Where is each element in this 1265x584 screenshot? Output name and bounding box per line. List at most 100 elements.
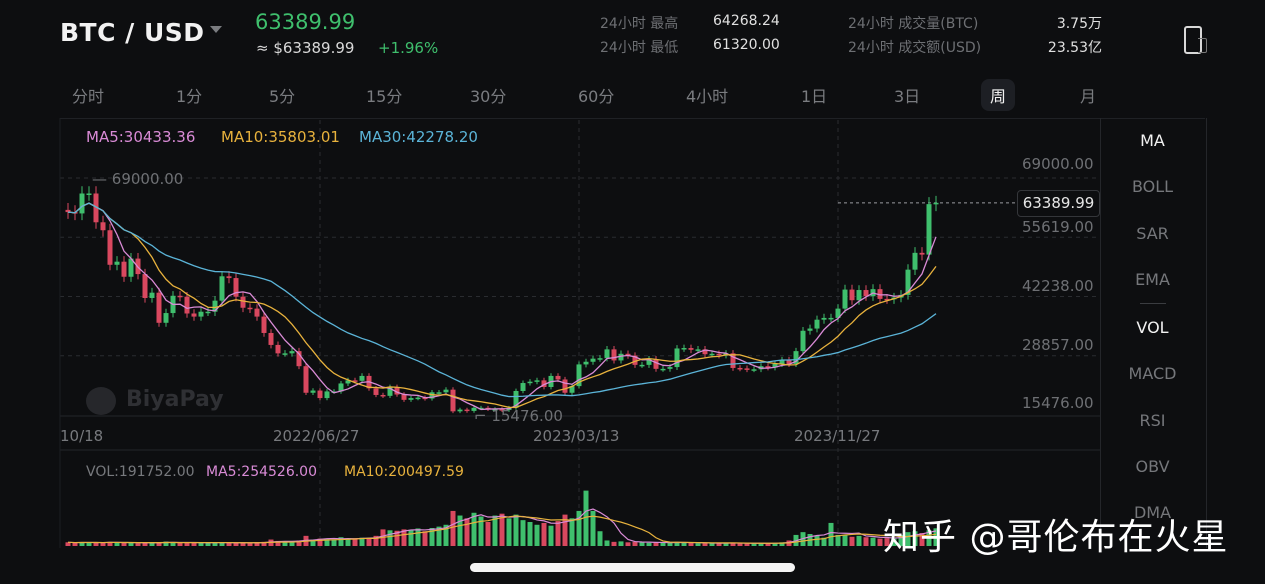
- tab-1min[interactable]: 1分: [176, 87, 203, 106]
- candle-body: [492, 409, 498, 411]
- volume-bar: [891, 538, 897, 546]
- tab-3day[interactable]: 3日: [894, 87, 921, 106]
- price-axis-label: 28857.00: [1022, 336, 1094, 354]
- candle-body: [352, 380, 358, 382]
- volume-bar: [191, 542, 197, 546]
- candle-body: [184, 296, 190, 314]
- candle-body: [814, 319, 820, 329]
- stat-value-turnover: 23.53亿: [1047, 40, 1102, 56]
- volume-bar: [562, 514, 568, 546]
- candle-body: [149, 292, 155, 298]
- volume-bar: [86, 542, 92, 546]
- tab-week[interactable]: 周: [981, 79, 1016, 111]
- volume-bar: [296, 540, 302, 546]
- indicator-boll[interactable]: BOLL: [1131, 177, 1174, 196]
- volume-bar: [170, 542, 176, 546]
- volume-bar: [919, 533, 925, 546]
- volume-bar: [310, 539, 316, 546]
- indicator-rsi[interactable]: RSI: [1139, 411, 1166, 430]
- candle-body: [688, 348, 694, 350]
- candle-body: [219, 276, 225, 301]
- candle-body: [919, 252, 925, 255]
- candle-body: [436, 392, 442, 394]
- candle-body: [114, 261, 120, 265]
- home-indicator[interactable]: [470, 563, 795, 572]
- candle-body: [247, 307, 253, 310]
- volume-bar: [135, 543, 141, 546]
- pair-selector[interactable]: BTC / USD: [60, 18, 205, 47]
- zhihu-watermark: 知乎 @哥伦布在火星: [883, 517, 1229, 558]
- max-price-value: 69000.00: [111, 170, 184, 188]
- candle-body: [100, 222, 106, 231]
- price-axis-label: 55619.00: [1022, 218, 1094, 236]
- volume-ma10-line: [67, 515, 937, 544]
- candle-body: [856, 290, 862, 301]
- volume-bar: [772, 543, 778, 546]
- rotate-screen-icon-back: [1198, 38, 1207, 53]
- candle-body: [359, 375, 365, 381]
- indicator-dma[interactable]: DMA: [1133, 503, 1172, 522]
- rotate-screen-icon[interactable]: [1184, 26, 1202, 54]
- candle-body: [632, 355, 638, 365]
- volume-bar: [373, 535, 379, 546]
- stat-label-high: 24小时 最高: [600, 16, 679, 32]
- candle-body: [527, 381, 533, 384]
- indicator-sar[interactable]: SAR: [1136, 224, 1169, 243]
- candle-body: [86, 193, 92, 195]
- min-price-value: 15476.00: [491, 407, 563, 425]
- candle-body: [380, 394, 386, 397]
- tab-timeshare[interactable]: 分时: [72, 87, 105, 106]
- tab-60min[interactable]: 60分: [578, 87, 615, 106]
- tab-4hour[interactable]: 4小时: [686, 87, 729, 106]
- candle-body: [863, 290, 869, 297]
- candle-body: [107, 230, 113, 265]
- candle-body: [737, 367, 743, 370]
- date-label: 10/18: [60, 427, 104, 445]
- candle-body: [702, 349, 708, 355]
- volume-bar: [933, 528, 939, 546]
- indicator-vol[interactable]: VOL: [1136, 318, 1169, 337]
- volume-bar: [436, 526, 442, 546]
- tab-15min[interactable]: 15分: [366, 87, 403, 106]
- price-axis-label: 42238.00: [1022, 277, 1094, 295]
- volume-bar: [513, 514, 519, 546]
- volume-bar: [275, 540, 281, 546]
- chart-panel[interactable]: [60, 118, 1205, 549]
- indicator-divider: [1140, 303, 1166, 304]
- volume-bar: [639, 542, 645, 546]
- biyapay-logo-icon: [86, 387, 116, 415]
- candle-body: [520, 383, 526, 391]
- volume-bar: [443, 524, 449, 546]
- candle-body: [597, 358, 603, 360]
- volume-bar: [744, 543, 750, 546]
- volume-bar: [779, 542, 785, 546]
- date-label: 2022/06/27: [273, 427, 360, 445]
- indicator-ma[interactable]: MA: [1140, 131, 1165, 150]
- volume-bar: [604, 540, 610, 546]
- volume-bar: [282, 542, 288, 546]
- volume-bar: [583, 490, 589, 546]
- volume-bar: [352, 539, 358, 546]
- tab-30min[interactable]: 30分: [470, 87, 507, 106]
- tab-5min[interactable]: 5分: [269, 87, 296, 106]
- candle-body: [345, 380, 351, 384]
- indicator-macd[interactable]: MACD: [1128, 364, 1177, 383]
- volume-bar: [142, 542, 148, 546]
- dropdown-caret-icon[interactable]: [210, 26, 222, 33]
- candle-body: [800, 330, 806, 352]
- volume-bar: [905, 532, 911, 546]
- candle-body: [639, 364, 645, 367]
- tab-1day[interactable]: 1日: [801, 87, 828, 106]
- candle-body: [450, 389, 456, 412]
- candle-body: [394, 386, 400, 395]
- volume-bar: [205, 543, 211, 546]
- candle-body: [471, 407, 477, 411]
- candle-body: [289, 351, 295, 354]
- price-axis-label: 69000.00: [1022, 155, 1094, 173]
- indicator-ema[interactable]: EMA: [1135, 270, 1170, 289]
- indicator-obv[interactable]: OBV: [1135, 457, 1170, 476]
- candle-body: [226, 276, 232, 279]
- tab-month[interactable]: 月: [1080, 87, 1097, 106]
- date-label: 2023/11/27: [794, 427, 881, 445]
